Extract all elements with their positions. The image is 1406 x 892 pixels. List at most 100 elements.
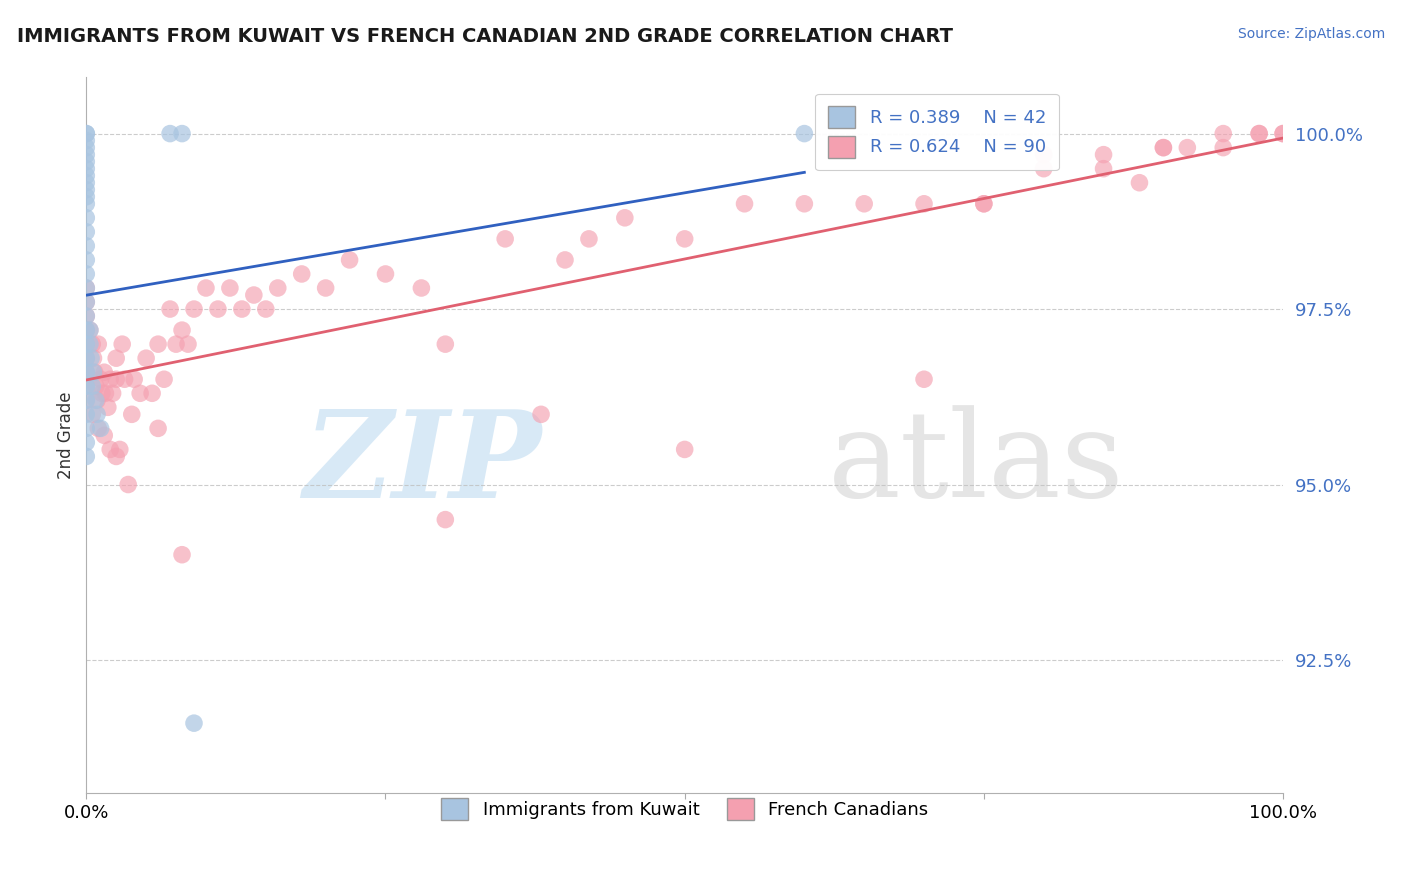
Point [98, 442, 121, 457]
Point [75, 239, 97, 253]
Point [82, 337, 104, 351]
Point [75, 365, 97, 379]
Point [1212, 141, 1234, 155]
Y-axis label: 2nd Grade: 2nd Grade [58, 392, 75, 479]
Point [114, 372, 136, 386]
Point [1032, 147, 1054, 161]
Point [75, 190, 97, 204]
Point [231, 301, 253, 316]
Point [75, 134, 97, 148]
Point [117, 477, 139, 491]
Point [75, 252, 97, 267]
Point [75, 281, 97, 295]
Point [75, 211, 97, 225]
Point [75, 161, 97, 176]
Point [554, 252, 576, 267]
Point [793, 196, 815, 211]
Point [194, 281, 217, 295]
Point [82, 408, 104, 422]
Point [912, 196, 935, 211]
Point [159, 301, 181, 316]
Point [1152, 141, 1174, 155]
Point [90, 386, 112, 401]
Point [105, 372, 128, 386]
Point [80, 351, 103, 366]
Point [146, 421, 169, 435]
Point [135, 351, 157, 366]
Point [1152, 141, 1174, 155]
Point [165, 337, 187, 351]
Point [86, 393, 108, 408]
Point [153, 372, 176, 386]
Point [734, 196, 756, 211]
Text: IMMIGRANTS FROM KUWAIT VS FRENCH CANADIAN 2ND GRADE CORRELATION CHART: IMMIGRANTS FROM KUWAIT VS FRENCH CANADIA… [17, 27, 953, 45]
Point [75, 281, 97, 295]
Point [673, 232, 696, 246]
Point [75, 435, 97, 450]
Point [87, 421, 110, 435]
Point [93, 365, 115, 379]
Point [411, 281, 433, 295]
Point [75, 295, 97, 310]
Point [75, 225, 97, 239]
Point [530, 408, 553, 422]
Point [129, 386, 152, 401]
Point [75, 379, 97, 393]
Point [1032, 161, 1054, 176]
Point [75, 309, 97, 323]
Point [75, 154, 97, 169]
Point [83, 365, 105, 379]
Point [98, 372, 121, 386]
Point [494, 232, 516, 246]
Point [146, 337, 169, 351]
Point [122, 372, 145, 386]
Point [183, 716, 205, 731]
Point [75, 169, 97, 183]
Point [207, 301, 229, 316]
Point [75, 127, 97, 141]
Point [339, 252, 361, 267]
Point [1249, 127, 1271, 141]
Point [1272, 127, 1295, 141]
Point [434, 337, 457, 351]
Point [75, 393, 97, 408]
Point [111, 337, 134, 351]
Point [75, 127, 97, 141]
Point [75, 351, 97, 366]
Point [170, 323, 193, 337]
Point [90, 372, 112, 386]
Point [159, 127, 181, 141]
Point [79, 337, 101, 351]
Point [75, 323, 97, 337]
Point [1212, 127, 1234, 141]
Point [75, 337, 97, 351]
Point [183, 301, 205, 316]
Point [75, 351, 97, 366]
Point [578, 232, 600, 246]
Point [613, 211, 636, 225]
Point [170, 548, 193, 562]
Point [75, 183, 97, 197]
Point [108, 442, 131, 457]
Point [75, 267, 97, 281]
Point [853, 196, 876, 211]
Point [315, 281, 337, 295]
Point [1272, 127, 1295, 141]
Point [93, 428, 115, 442]
Legend: Immigrants from Kuwait, French Canadians: Immigrants from Kuwait, French Canadians [427, 783, 942, 834]
Point [82, 351, 104, 366]
Point [141, 386, 163, 401]
Point [97, 401, 120, 415]
Point [86, 408, 108, 422]
Point [75, 365, 97, 379]
Point [82, 365, 104, 379]
Point [79, 323, 101, 337]
Point [121, 408, 143, 422]
Point [374, 267, 396, 281]
Point [75, 421, 97, 435]
Point [434, 513, 457, 527]
Point [243, 288, 266, 302]
Point [973, 196, 995, 211]
Point [170, 127, 193, 141]
Point [254, 301, 277, 316]
